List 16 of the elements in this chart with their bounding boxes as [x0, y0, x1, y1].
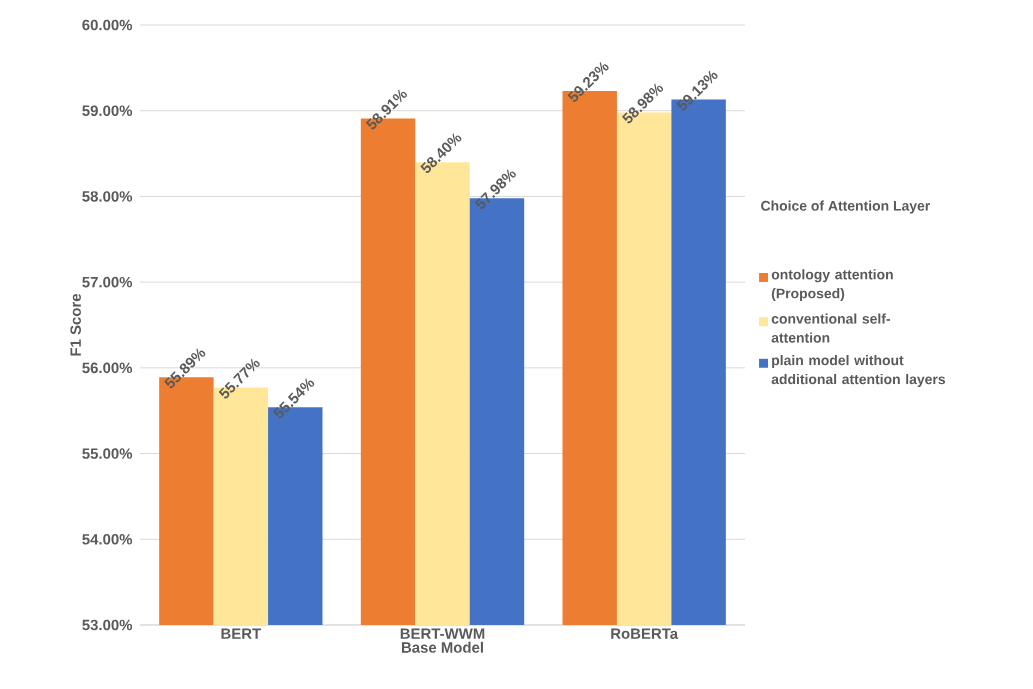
x-tick-label: RoBERTa — [611, 628, 679, 639]
y-tick-label: 57.00% — [82, 276, 133, 288]
y-tick-label: 59.00% — [82, 105, 133, 116]
x-tick-label: BERT-WWM — [400, 628, 485, 639]
legend-label: plain model without additional attention layers — [771, 355, 946, 387]
y-tick-label: 53.00% — [82, 619, 133, 631]
y-tick-label: 60.00% — [82, 19, 133, 31]
legend-label: ontology attention (Proposed) — [771, 269, 893, 302]
y-axis-title: F1 Score — [70, 293, 81, 356]
legend-title: Choice of Attention Layer — [761, 200, 931, 214]
x-axis-title: Base Model — [401, 641, 483, 653]
y-tick-label: 54.00% — [82, 533, 133, 545]
y-tick-label: 58.00% — [82, 191, 133, 202]
y-tick-label: 55.00% — [82, 448, 133, 459]
x-tick-label: BERT — [221, 628, 262, 639]
y-tick-label: 56.00% — [82, 362, 133, 374]
